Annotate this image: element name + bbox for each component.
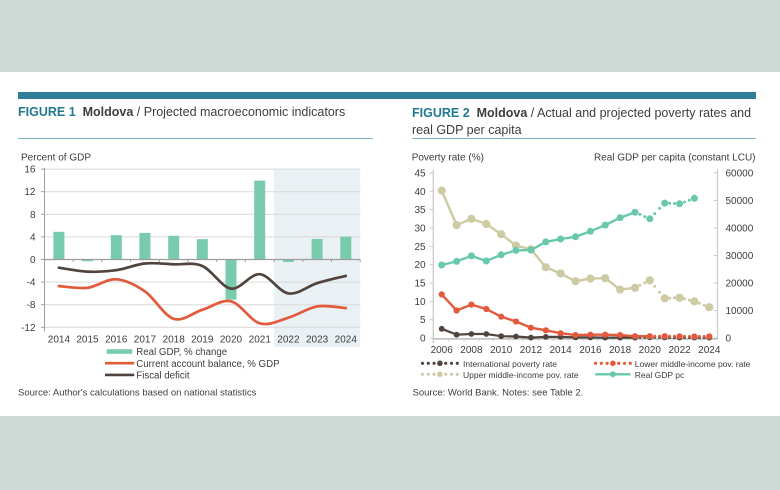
svg-text:2014: 2014 (549, 345, 572, 356)
svg-text:40: 40 (414, 187, 426, 198)
svg-text:2020: 2020 (639, 345, 662, 356)
svg-text:Real GDP per capita (constant: Real GDP per capita (constant LCU) (594, 152, 756, 163)
svg-text:15: 15 (414, 279, 426, 290)
svg-text:8: 8 (30, 210, 36, 221)
svg-text:2012: 2012 (520, 345, 543, 356)
svg-text:Lower middle-income pov. rate: Lower middle-income pov. rate (635, 359, 751, 369)
svg-text:Upper middle-income pov. rate: Upper middle-income pov. rate (463, 370, 579, 380)
svg-text:35: 35 (414, 205, 426, 216)
svg-text:16: 16 (24, 165, 36, 176)
svg-text:5: 5 (420, 315, 426, 326)
svg-text:-12: -12 (21, 323, 36, 334)
svg-text:0: 0 (420, 334, 426, 345)
svg-text:2008: 2008 (460, 345, 483, 356)
svg-text:20: 20 (414, 260, 426, 271)
svg-text:2020: 2020 (220, 334, 243, 345)
svg-text:-4: -4 (27, 278, 36, 289)
svg-text:2024: 2024 (698, 345, 721, 356)
svg-text:2019: 2019 (191, 334, 214, 345)
svg-text:4: 4 (30, 232, 36, 243)
svg-text:2018: 2018 (609, 345, 632, 356)
svg-text:Poverty rate (%): Poverty rate (%) (412, 152, 484, 163)
svg-text:40000: 40000 (726, 224, 754, 235)
svg-text:10000: 10000 (726, 306, 754, 317)
svg-text:2014: 2014 (48, 334, 71, 345)
svg-text:10: 10 (414, 297, 426, 308)
svg-text:2018: 2018 (163, 334, 186, 345)
svg-text:2023: 2023 (306, 334, 329, 345)
svg-text:20000: 20000 (726, 279, 754, 290)
svg-text:International poverty rate: International poverty rate (463, 359, 557, 369)
svg-text:0: 0 (30, 255, 36, 266)
svg-text:12: 12 (24, 187, 36, 198)
svg-text:Source: Author's calculations: Source: Author's calculations based on n… (18, 388, 257, 399)
svg-text:Fiscal deficit: Fiscal deficit (136, 371, 190, 382)
svg-text:0: 0 (726, 334, 732, 345)
svg-text:Percent of GDP: Percent of GDP (21, 152, 91, 163)
svg-text:45: 45 (414, 169, 426, 180)
svg-text:2016: 2016 (105, 334, 128, 345)
svg-text:2017: 2017 (134, 334, 157, 345)
svg-text:2015: 2015 (76, 334, 99, 345)
svg-text:60000: 60000 (726, 169, 754, 180)
svg-text:2016: 2016 (579, 345, 602, 356)
svg-text:50000: 50000 (726, 196, 754, 207)
svg-text:2024: 2024 (335, 334, 358, 345)
svg-text:2021: 2021 (249, 334, 272, 345)
svg-text:2022: 2022 (277, 334, 300, 345)
svg-text:2010: 2010 (490, 345, 513, 356)
svg-text:2006: 2006 (431, 345, 454, 356)
svg-text:30: 30 (414, 224, 426, 235)
svg-text:Real GDP, % change: Real GDP, % change (136, 347, 227, 358)
svg-text:Real GDP pc: Real GDP pc (635, 370, 685, 380)
svg-text:25: 25 (414, 242, 426, 253)
svg-text:Current account balance, % GDP: Current account balance, % GDP (136, 359, 279, 370)
svg-text:2022: 2022 (668, 345, 691, 356)
svg-text:-8: -8 (27, 300, 36, 311)
svg-text:Source: World Bank. Notes: see: Source: World Bank. Notes: see Table 2. (413, 388, 584, 399)
svg-text:30000: 30000 (726, 251, 754, 262)
